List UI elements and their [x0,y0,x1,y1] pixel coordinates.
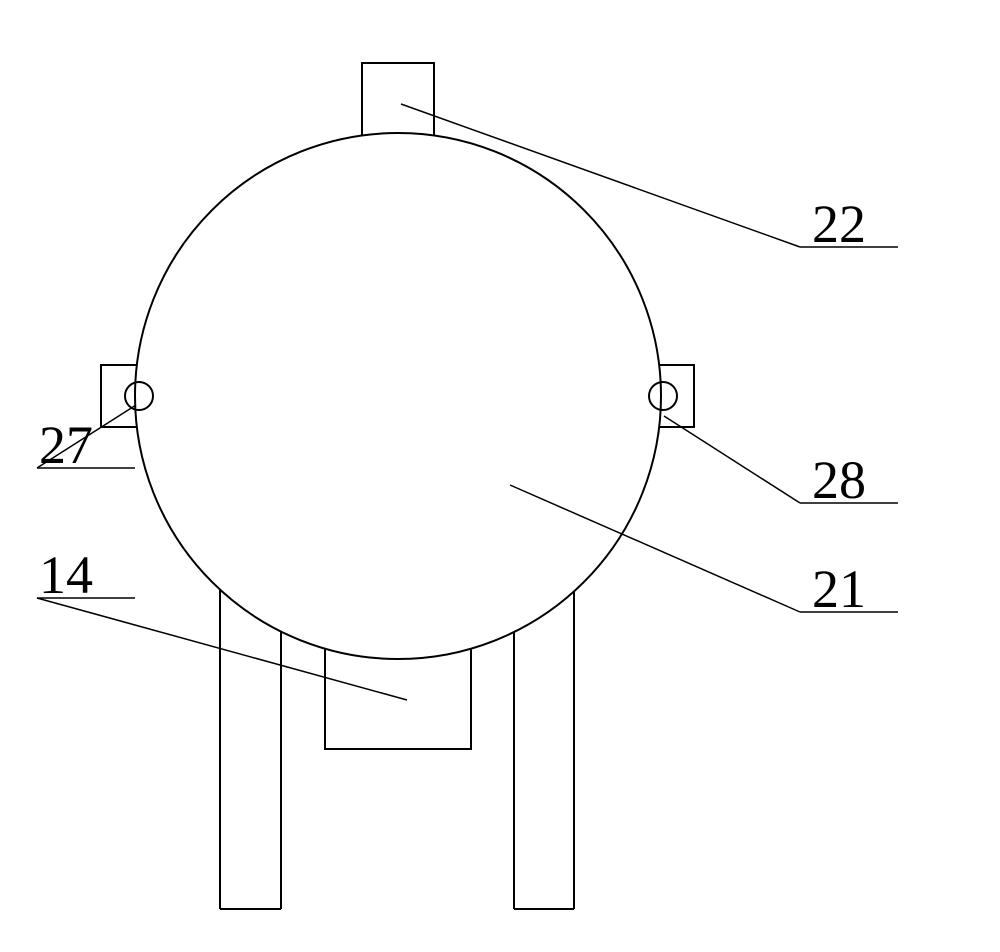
label-14: 14 [39,548,93,602]
right-mount-hole [649,382,677,410]
label-21: 21 [812,562,866,616]
leader-14 [37,598,407,700]
label-27: 27 [39,418,93,472]
main-body-circle [135,133,661,659]
label-22: 22 [812,197,866,251]
bottom-port [325,649,471,749]
top-port [362,63,434,135]
label-28: 28 [812,453,866,507]
leader-28 [664,416,800,503]
leader-22 [401,104,800,247]
leader-21 [510,485,800,612]
left-mount-hole [125,382,153,410]
left-mount-tab [101,365,137,427]
